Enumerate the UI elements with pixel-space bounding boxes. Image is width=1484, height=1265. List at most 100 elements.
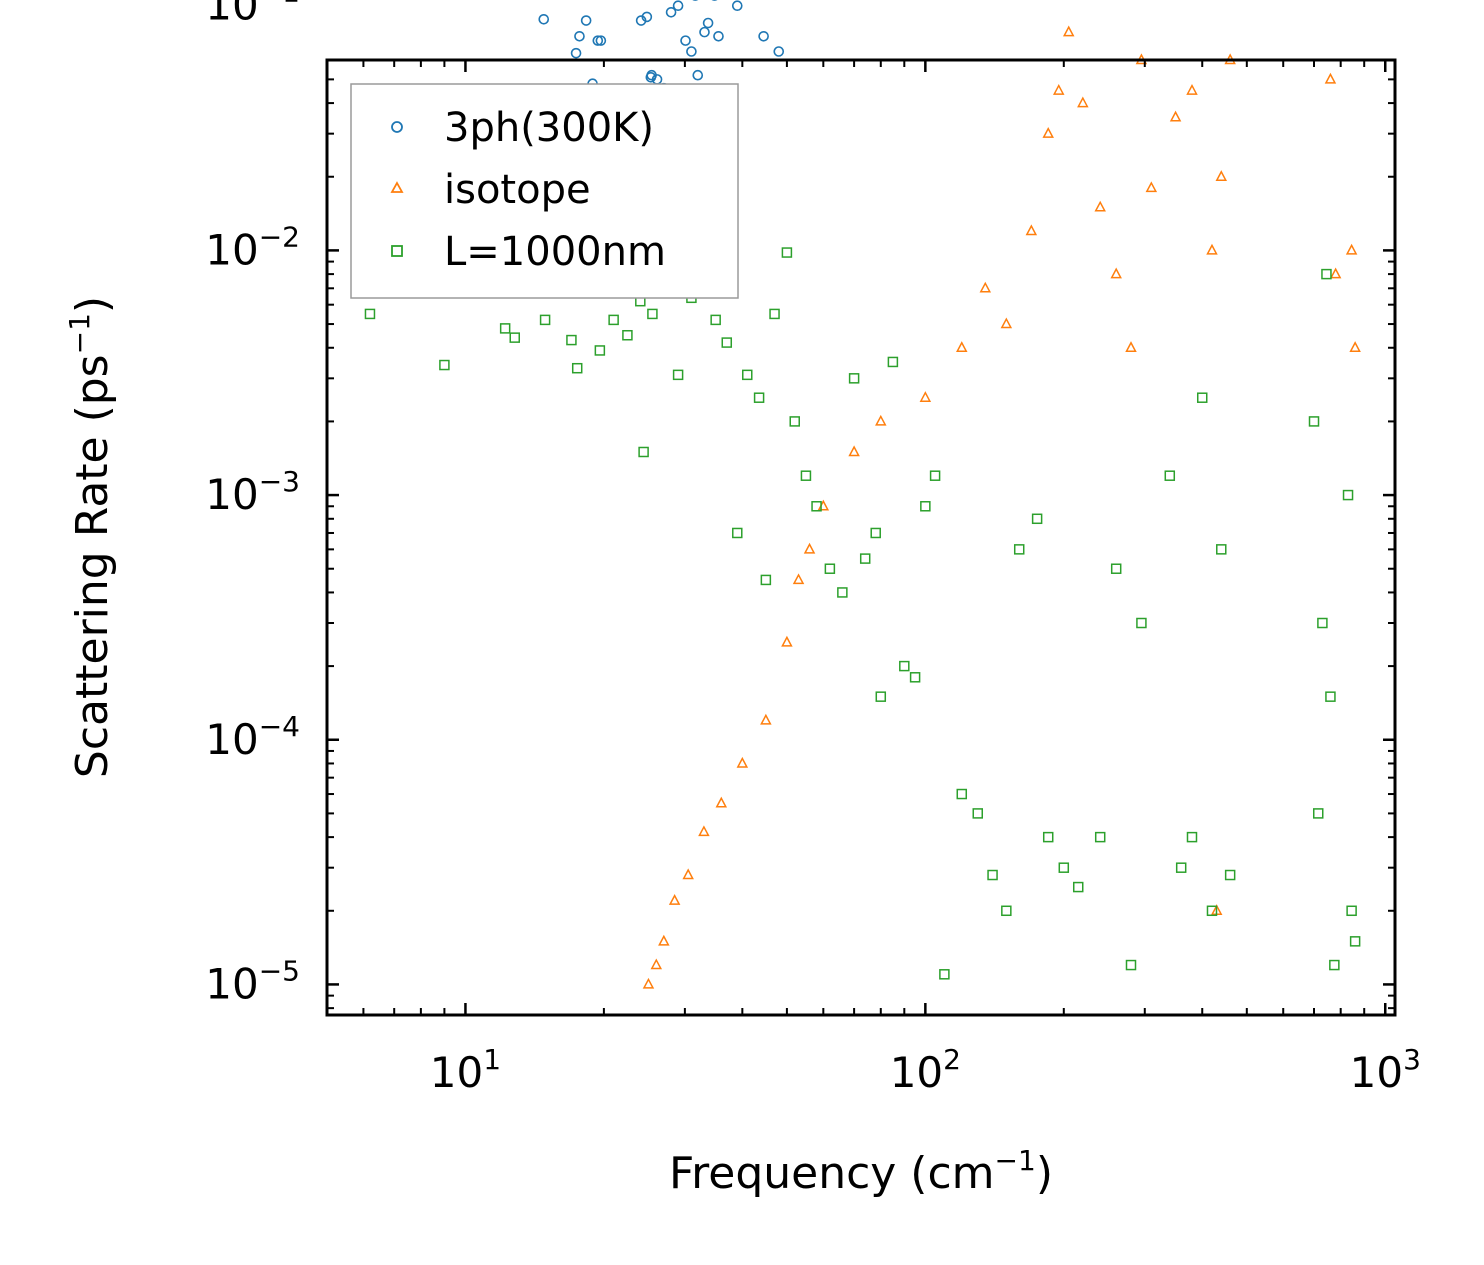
data-point (956, 788, 968, 800)
data-point (1169, 110, 1182, 122)
data-point (1206, 905, 1218, 917)
data-point (1345, 243, 1358, 255)
data-point (909, 672, 921, 683)
data-point (1058, 862, 1070, 873)
data-point (1196, 392, 1208, 403)
data-point (1215, 170, 1228, 181)
data-point (837, 587, 848, 598)
legend-box (350, 83, 739, 299)
data-point (1013, 544, 1025, 555)
data-point (1136, 617, 1147, 629)
data-point (824, 563, 836, 574)
data-point (638, 446, 649, 458)
data-point (781, 635, 793, 647)
data-point (509, 332, 521, 343)
y-tick-label: 10−3 (205, 465, 300, 519)
data-point (622, 329, 633, 341)
data-point (875, 414, 887, 426)
data-point (538, 14, 550, 25)
data-point (574, 30, 585, 42)
data-point (800, 470, 812, 481)
data-point (1031, 513, 1043, 525)
data-point (570, 47, 582, 59)
data-point (580, 15, 592, 26)
data-point (1042, 127, 1054, 138)
data-point (870, 527, 881, 539)
legend-entry-l1000nm: L=1000nm (391, 229, 666, 275)
data-point (1094, 831, 1106, 843)
data-point (1125, 959, 1137, 971)
y-tick-label: 10−2 (205, 220, 300, 274)
data-point (848, 445, 860, 457)
data-point (736, 756, 749, 768)
x-tick-label: 101 (430, 1043, 501, 1097)
data-point (899, 660, 910, 672)
legend-entry-3ph: 3ph(300K) (391, 105, 654, 151)
series-1 (642, 25, 1361, 989)
data-point (1317, 617, 1328, 629)
data-point (1329, 959, 1340, 971)
data-point (753, 392, 765, 403)
data-point (702, 17, 714, 29)
data-point (698, 825, 710, 837)
data-point (1164, 470, 1176, 481)
y-tick-label: 10−5 (205, 954, 300, 1008)
data-point (1094, 200, 1106, 212)
y-axis-label: Scattering Rate (ps−1) (63, 296, 118, 778)
data-point (672, 369, 684, 381)
data-point (1145, 181, 1158, 193)
y-tick-label: 10−4 (205, 710, 300, 764)
data-point (686, 46, 697, 57)
data-point (571, 362, 583, 374)
data-point (699, 26, 710, 38)
data-point (781, 247, 793, 258)
legend-label-l1000nm: L=1000nm (444, 229, 666, 275)
data-point (1349, 341, 1361, 353)
data-point (789, 416, 800, 427)
data-point (539, 314, 551, 326)
data-point (641, 11, 653, 23)
data-point (887, 356, 899, 368)
data-point (1072, 881, 1084, 893)
data-point (769, 308, 780, 320)
data-point (1321, 268, 1332, 280)
legend-marker-triangle (390, 181, 404, 193)
data-point (1052, 83, 1065, 95)
data-point (803, 542, 816, 554)
data-point (1186, 831, 1198, 843)
data-point (1206, 243, 1218, 255)
data-point (760, 713, 772, 725)
data-point (1025, 224, 1038, 236)
data-point (1349, 936, 1361, 947)
data-point (1175, 862, 1187, 873)
data-point (742, 369, 753, 381)
legend-entry-isotope: isotope (390, 167, 591, 213)
data-point (1110, 267, 1122, 279)
x-tick-label: 102 (890, 1043, 961, 1097)
data-point (1216, 544, 1227, 555)
data-point (1342, 489, 1354, 501)
data-point (608, 314, 619, 326)
y-tick-label: 10−1 (205, 0, 300, 30)
data-point (713, 30, 724, 42)
legend-label-3ph: 3ph(300K) (444, 105, 654, 151)
data-point (1346, 905, 1357, 917)
data-point (979, 281, 992, 293)
data-point (439, 359, 450, 371)
data-point (792, 573, 805, 585)
data-point (1308, 416, 1320, 427)
data-point (1077, 96, 1089, 108)
data-point (692, 69, 704, 81)
data-point (1325, 691, 1336, 702)
data-point (875, 691, 887, 702)
data-point (1062, 25, 1075, 37)
data-point (499, 323, 511, 334)
data-point (650, 958, 663, 970)
data-point (939, 969, 950, 980)
data-point (1001, 905, 1012, 917)
data-point (642, 977, 655, 989)
legend: 3ph(300K) isotope L=1000nm (350, 83, 739, 299)
data-point (665, 6, 677, 18)
